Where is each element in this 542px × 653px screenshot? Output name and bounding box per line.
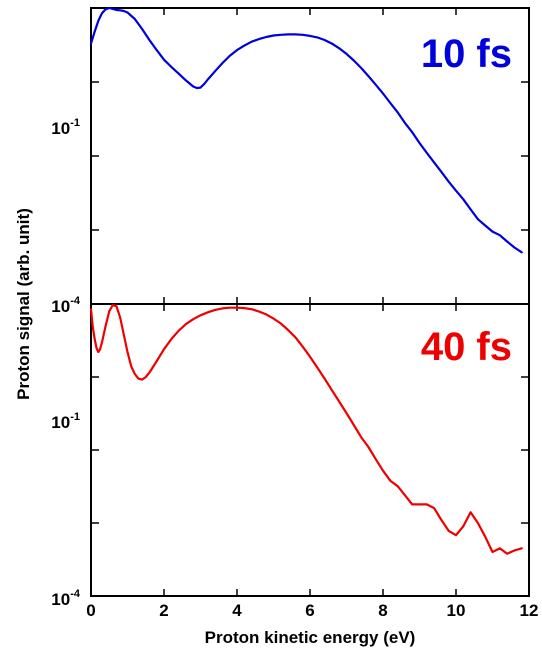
panel-10fs-ticks: [90, 8, 530, 304]
series-line-10fs: [89, 6, 523, 254]
panel-10fs: 10 fs 10-1: [51, 6, 530, 305]
x-tick-label: 6: [305, 601, 314, 620]
x-tick-label: 2: [159, 601, 168, 620]
y-tick-label-bottom-0.1: 10-1: [51, 411, 80, 432]
x-tick-label: 8: [378, 601, 387, 620]
x-tick-label: 12: [520, 601, 539, 620]
x-tick-label: 0: [86, 601, 95, 620]
y-tick-label-1e-4-top: 10-4: [51, 295, 81, 316]
x-tick-labels: 0 2 4 6 8 10 12: [86, 601, 538, 620]
panel-40fs-ticks: [90, 304, 530, 596]
panel-40fs: 40 fs 10-1 10-4 10-4: [51, 295, 530, 609]
panel-label-10fs: 10 fs: [421, 32, 512, 76]
panel-label-40fs: 40 fs: [421, 325, 512, 369]
y-tick-label-top-0.1: 10-1: [51, 117, 80, 138]
series-line-40fs: [89, 303, 523, 555]
x-tick-label: 4: [232, 601, 242, 620]
y-tick-label-1e-4-bottom: 10-4: [51, 588, 81, 609]
y-axis-title: Proton signal (arb. unit): [14, 208, 33, 400]
x-tick-label: 10: [447, 601, 466, 620]
x-axis-title: Proton kinetic energy (eV): [205, 628, 416, 647]
